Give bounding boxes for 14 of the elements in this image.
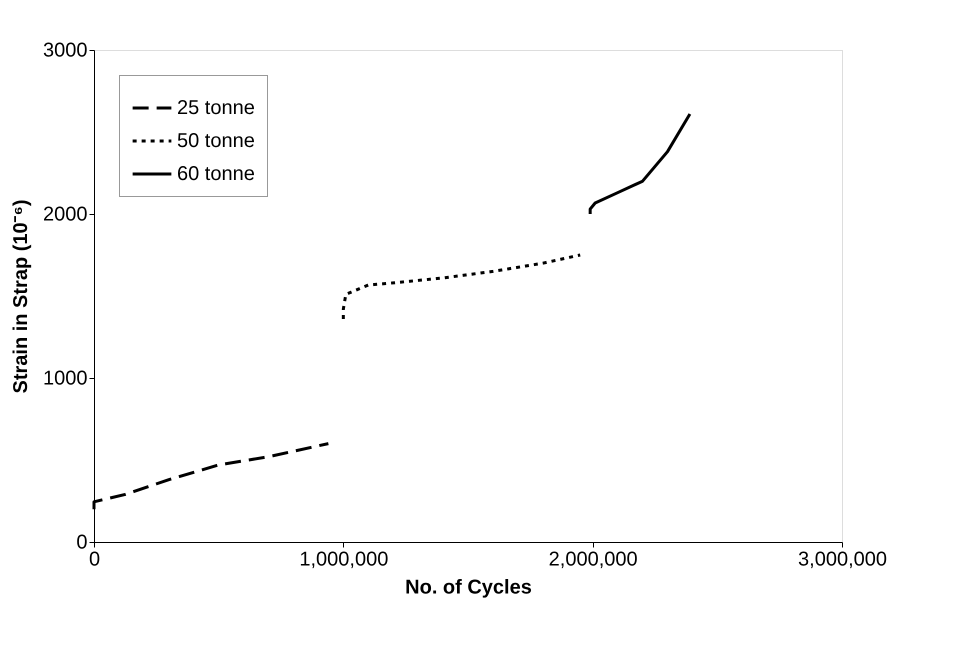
x-tick-label: 3,000,000	[798, 548, 887, 570]
legend-label: 50 tonne	[177, 130, 255, 152]
x-axis-title: No. of Cycles	[405, 576, 532, 598]
line-series	[588, 112, 692, 216]
x-tick-label: 2,000,000	[548, 548, 638, 570]
y-tick-label: 0	[76, 532, 88, 554]
x-tick-label: 1,000,000	[299, 548, 388, 570]
legend-label: 25 tonne	[177, 97, 255, 119]
line-series	[342, 254, 582, 320]
y-tick-label: 2000	[43, 204, 88, 226]
y-tick-label: 3000	[43, 40, 88, 62]
legend-label: 60 tonne	[177, 163, 255, 185]
y-axis-title: Strain in Strap (10⁻⁶)	[10, 199, 32, 394]
y-tick-label: 1000	[43, 368, 88, 390]
